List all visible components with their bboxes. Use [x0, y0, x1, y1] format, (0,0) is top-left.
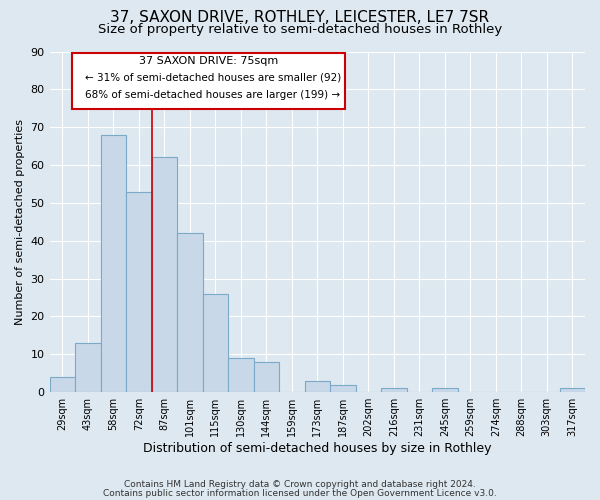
Bar [75, 343, 101, 392]
Bar [126, 192, 152, 392]
Bar [254, 362, 279, 392]
Bar [177, 233, 203, 392]
Bar [381, 388, 407, 392]
Bar [560, 388, 585, 392]
Text: Contains HM Land Registry data © Crown copyright and database right 2024.: Contains HM Land Registry data © Crown c… [124, 480, 476, 489]
Text: 37 SAXON DRIVE: 75sqm: 37 SAXON DRIVE: 75sqm [139, 56, 278, 66]
Bar [101, 135, 126, 392]
Text: 37, SAXON DRIVE, ROTHLEY, LEICESTER, LE7 7SR: 37, SAXON DRIVE, ROTHLEY, LEICESTER, LE7… [110, 10, 490, 25]
Bar [228, 358, 254, 392]
Text: 68% of semi-detached houses are larger (199) →: 68% of semi-detached houses are larger (… [85, 90, 340, 100]
X-axis label: Distribution of semi-detached houses by size in Rothley: Distribution of semi-detached houses by … [143, 442, 491, 455]
Bar [50, 377, 75, 392]
Text: ← 31% of semi-detached houses are smaller (92): ← 31% of semi-detached houses are smalle… [85, 73, 341, 83]
Bar [203, 294, 228, 392]
FancyBboxPatch shape [73, 53, 346, 108]
Bar [305, 381, 330, 392]
Text: Size of property relative to semi-detached houses in Rothley: Size of property relative to semi-detach… [98, 22, 502, 36]
Y-axis label: Number of semi-detached properties: Number of semi-detached properties [15, 119, 25, 325]
Bar [330, 384, 356, 392]
Text: Contains public sector information licensed under the Open Government Licence v3: Contains public sector information licen… [103, 488, 497, 498]
Bar [152, 158, 177, 392]
Bar [432, 388, 458, 392]
